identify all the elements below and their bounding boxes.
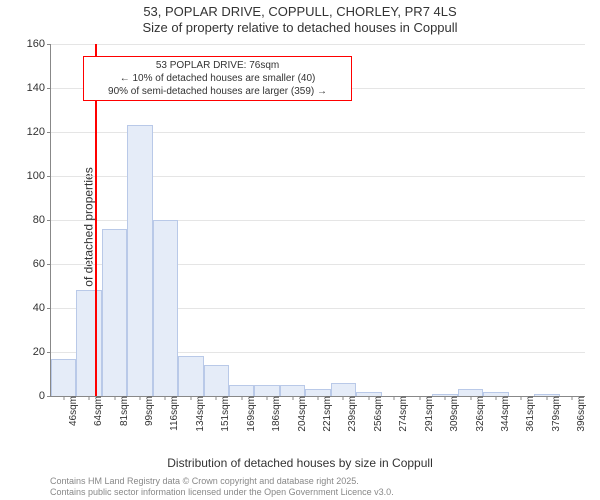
x-tick-label: 169sqm [242,396,257,432]
histogram-bar [229,385,254,396]
histogram-bar [102,229,127,396]
x-tick-label: 221sqm [318,396,333,432]
x-tick-label: 204sqm [293,396,308,432]
histogram-bar [280,385,305,396]
histogram-bar [76,290,101,396]
x-tick-label: 291sqm [420,396,435,432]
y-tick-label: 80 [33,214,51,226]
y-tick-label: 60 [33,258,51,270]
x-tick-label: 361sqm [521,396,536,432]
annotation-line: 90% of semi-detached houses are larger (… [90,85,345,98]
histogram-bar [331,383,356,396]
y-tick-label: 0 [39,390,51,402]
attribution-line: Contains HM Land Registry data © Crown c… [50,476,394,487]
annotation-box: 53 POPLAR DRIVE: 76sqm← 10% of detached … [83,56,352,101]
annotation-line: ← 10% of detached houses are smaller (40… [90,72,345,85]
x-tick-label: 256sqm [369,396,384,432]
histogram-bar [458,389,483,396]
plot-area: 02040608010012014016046sqm64sqm81sqm99sq… [50,44,585,397]
y-tick-label: 140 [27,82,51,94]
x-tick-label: 309sqm [445,396,460,432]
x-tick-label: 396sqm [572,396,587,432]
x-tick-label: 64sqm [89,396,104,426]
x-tick-label: 81sqm [115,396,130,426]
attribution-line: Contains public sector information licen… [50,487,394,498]
y-tick-label: 100 [27,170,51,182]
histogram-bar [305,389,330,396]
x-tick-label: 134sqm [191,396,206,432]
chart-container: 53, POPLAR DRIVE, COPPULL, CHORLEY, PR7 … [0,0,600,500]
y-tick-label: 160 [27,38,51,50]
chart-title-main: 53, POPLAR DRIVE, COPPULL, CHORLEY, PR7 … [0,4,600,19]
y-tick-label: 40 [33,302,51,314]
x-tick-label: 151sqm [216,396,231,432]
attribution: Contains HM Land Registry data © Crown c… [50,476,394,498]
y-tick-label: 120 [27,126,51,138]
annotation-line: 53 POPLAR DRIVE: 76sqm [90,59,345,72]
x-tick-label: 344sqm [496,396,511,432]
y-tick-label: 20 [33,346,51,358]
x-tick-label: 274sqm [394,396,409,432]
x-tick-label: 99sqm [140,396,155,426]
x-tick-label: 239sqm [343,396,358,432]
x-tick-label: 186sqm [267,396,282,432]
chart-title-sub: Size of property relative to detached ho… [0,20,600,35]
histogram-bar [254,385,279,396]
x-tick-label: 116sqm [165,396,180,431]
grid-line [51,44,585,45]
x-axis-label: Distribution of detached houses by size … [0,456,600,470]
histogram-bar [51,359,76,396]
histogram-bar [127,125,152,396]
x-tick-label: 326sqm [471,396,486,432]
histogram-bar [204,365,229,396]
x-tick-label: 46sqm [64,396,79,426]
histogram-bar [153,220,178,396]
histogram-bar [178,356,203,396]
x-tick-label: 379sqm [547,396,562,432]
